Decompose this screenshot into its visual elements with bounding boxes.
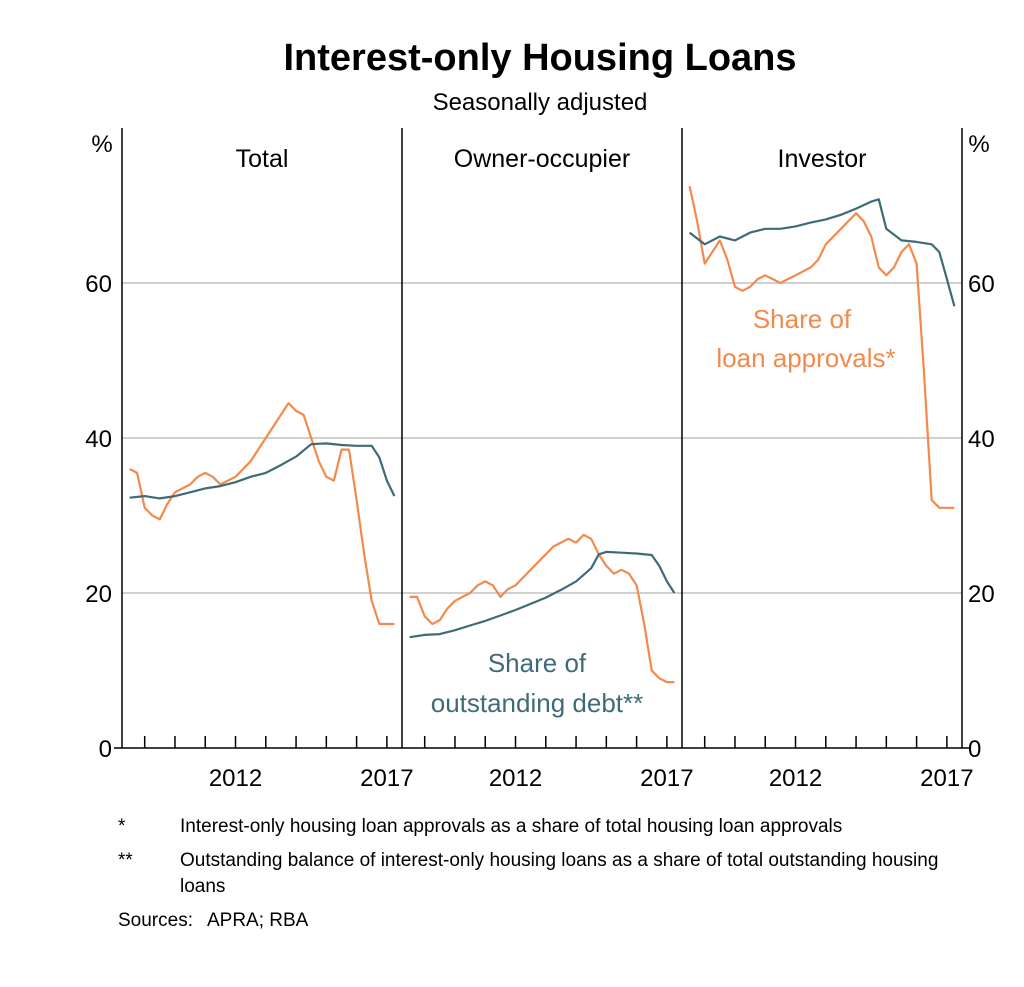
footnote-mark: ** — [118, 850, 133, 871]
footnote-mark: * — [118, 816, 126, 837]
y-tick-label-right: 60 — [968, 271, 995, 298]
y-tick-label-right: 40 — [968, 426, 995, 453]
panel-title: Investor — [778, 145, 867, 173]
x-tick-label: 2017 — [920, 765, 973, 792]
footnote-text: Interest-only housing loan approvals as … — [180, 816, 843, 837]
footnote-approvals: * Interest-only housing loan approvals a… — [118, 814, 978, 840]
debt-annotation: Share of outstanding debt** — [431, 648, 644, 718]
approvals-label-line2: loan approvals* — [716, 343, 895, 373]
panel-title: Owner-occupier — [454, 145, 630, 173]
series-line — [688, 185, 955, 509]
series-line — [129, 402, 395, 626]
series-lines — [129, 185, 956, 684]
y-tick-label-left: 20 — [85, 581, 112, 608]
y-tick-label-left: 0 — [99, 736, 112, 763]
y-tick-label-right: 0 — [968, 736, 981, 763]
series-line — [688, 198, 956, 307]
series-line — [409, 550, 676, 639]
debt-label-line1: Share of — [488, 648, 587, 678]
x-tick-label: 2017 — [360, 765, 413, 792]
plot-frame — [114, 128, 970, 749]
gridlines — [122, 282, 962, 594]
y-tick-labels: 0 0 20 20 40 40 60 60 — [85, 271, 994, 763]
x-tick-label: 2017 — [640, 765, 693, 792]
panel-titles: Total Owner-occupier Investor — [236, 145, 867, 173]
y-unit-left: % — [91, 131, 112, 158]
series-line — [129, 442, 396, 500]
sources-line: Sources: APRA; RBA — [118, 908, 978, 934]
x-tick-label: 2012 — [769, 765, 822, 792]
chart: Interest-only Housing Loans Seasonally a… — [85, 37, 994, 792]
x-tick-label: 2012 — [489, 765, 542, 792]
y-unit-right: % — [968, 131, 989, 158]
y-tick-label-right: 20 — [968, 581, 995, 608]
debt-label-line2: outstanding debt** — [431, 688, 644, 718]
series-line — [409, 533, 675, 684]
y-tick-label-left: 60 — [85, 271, 112, 298]
footnotes: * Interest-only housing loan approvals a… — [118, 814, 978, 934]
x-tick-labels: 2012 2017 2012 2017 2012 2017 — [209, 765, 974, 792]
approvals-annotation: Share of loan approvals* — [716, 304, 895, 373]
sources-label: Sources: — [118, 910, 193, 931]
approvals-label-line1: Share of — [753, 304, 852, 334]
chart-subtitle: Seasonally adjusted — [433, 89, 648, 116]
panel-title: Total — [236, 145, 289, 173]
sources-text: APRA; RBA — [206, 910, 309, 931]
footnote-text: Outstanding balance of interest-only hou… — [180, 850, 939, 897]
chart-title: Interest-only Housing Loans — [283, 37, 796, 79]
x-tick-label: 2012 — [209, 765, 262, 792]
y-tick-label-left: 40 — [85, 426, 112, 453]
footnote-debt: ** Outstanding balance of interest-only … — [118, 848, 978, 900]
